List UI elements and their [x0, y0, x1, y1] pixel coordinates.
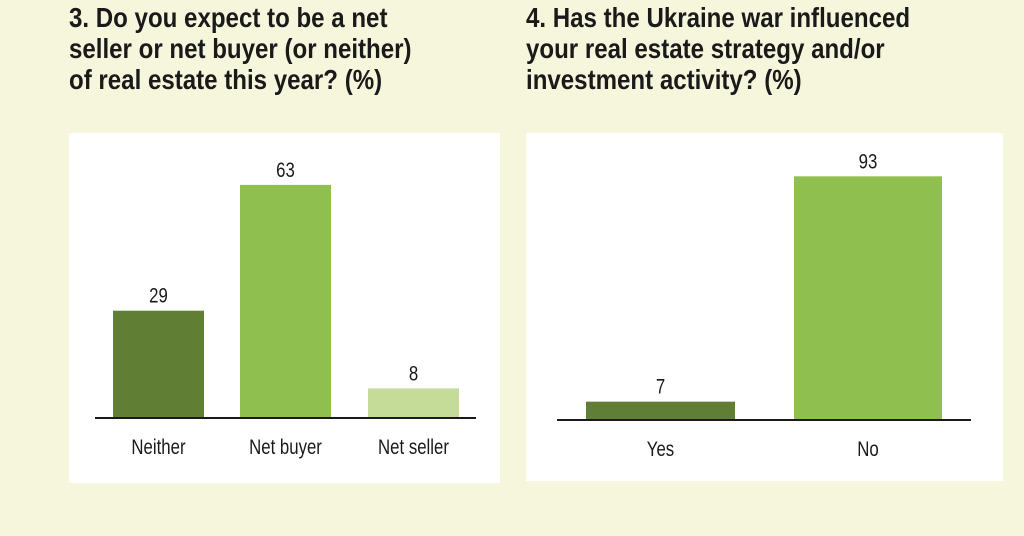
bar-net-buyer — [240, 184, 331, 418]
bar-net-seller — [368, 388, 459, 418]
title-line: of real estate this year? (%) — [69, 64, 383, 95]
data-label: 8 — [409, 363, 418, 386]
category-label: Neither — [131, 436, 186, 459]
bar-no — [794, 176, 942, 420]
bar-neither — [113, 310, 204, 418]
data-label: 7 — [656, 376, 665, 399]
category-label: Yes — [647, 438, 674, 461]
chart1-title: 3. Do you expect to be a net seller or n… — [69, 2, 412, 95]
title-line: seller or net buyer (or neither) — [69, 33, 412, 64]
category-label: Net buyer — [249, 436, 322, 459]
title-line: investment activity? (%) — [526, 64, 802, 95]
category-label: Net seller — [378, 436, 449, 459]
data-label: 63 — [276, 159, 295, 182]
category-label: No — [857, 438, 878, 461]
data-label: 93 — [859, 151, 878, 174]
title-line: 4. Has the Ukraine war influenced — [526, 2, 911, 33]
title-line: 3. Do you expect to be a net — [69, 2, 388, 33]
title-line: your real estate strategy and/or — [526, 33, 885, 64]
bar-yes — [586, 401, 735, 420]
chart2-title: 4. Has the Ukraine war influenced your r… — [526, 2, 910, 95]
data-label: 29 — [149, 285, 168, 308]
